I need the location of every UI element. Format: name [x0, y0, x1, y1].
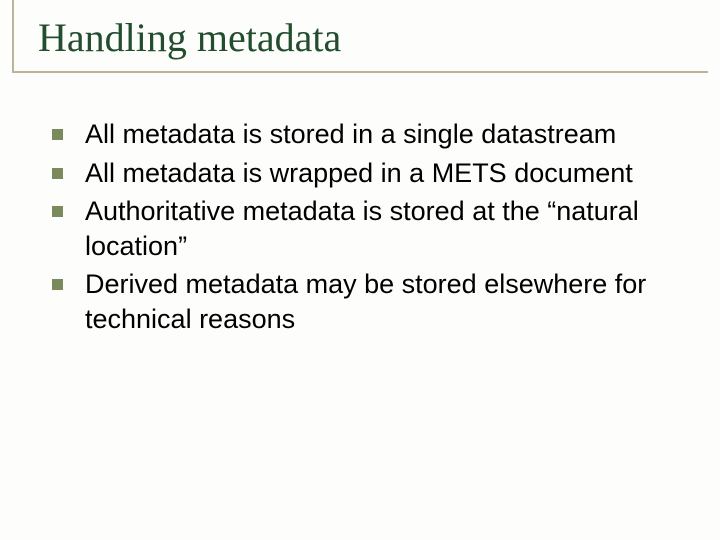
title-block: Handling metadata	[12, 0, 708, 73]
list-item: All metadata is wrapped in a METS docume…	[52, 156, 690, 191]
square-bullet-icon	[52, 168, 63, 179]
square-bullet-icon	[52, 129, 63, 140]
list-item: All metadata is stored in a single datas…	[52, 117, 690, 152]
list-item: Derived metadata may be stored elsewhere…	[52, 267, 690, 336]
slide-title: Handling metadata	[38, 14, 708, 61]
bullet-text: All metadata is wrapped in a METS docume…	[85, 156, 633, 191]
bullet-text: Derived metadata may be stored elsewhere…	[85, 267, 690, 336]
square-bullet-icon	[52, 206, 63, 217]
bullet-text: Authoritative metadata is stored at the …	[85, 194, 690, 263]
square-bullet-icon	[52, 279, 63, 290]
content-area: All metadata is stored in a single datas…	[0, 73, 720, 336]
bullet-text: All metadata is stored in a single datas…	[85, 117, 616, 152]
bullet-list: All metadata is stored in a single datas…	[52, 117, 690, 336]
list-item: Authoritative metadata is stored at the …	[52, 194, 690, 263]
slide-container: Handling metadata All metadata is stored…	[0, 0, 720, 540]
